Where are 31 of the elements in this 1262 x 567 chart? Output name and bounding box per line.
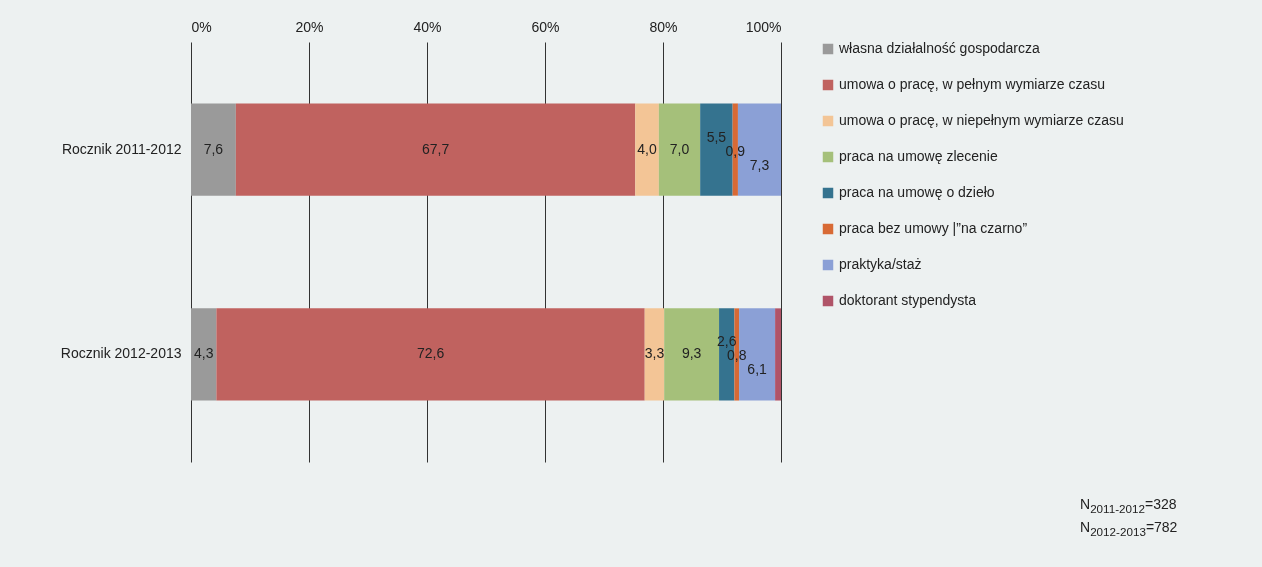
- data-label: 4,0: [637, 140, 658, 157]
- data-label: 3,3: [644, 345, 665, 362]
- legend-label: praca bez umowy |”na czarno”: [839, 220, 1028, 236]
- data-label: 7,0: [669, 140, 690, 157]
- x-tick-label: 60%: [531, 18, 560, 35]
- data-label: 4,3: [193, 345, 214, 362]
- y-tick-label: Rocznik 2012-2013: [60, 345, 182, 362]
- data-label: 7,3: [749, 156, 770, 173]
- legend-label: umowa o pracę, w pełnym wymiarze czasu: [839, 76, 1106, 92]
- data-label: 67,7: [421, 140, 450, 157]
- legend-label: własna działalność gospodarcza: [838, 40, 1040, 56]
- data-label: 9,3: [681, 345, 702, 362]
- x-tick-label: 100%: [745, 18, 782, 35]
- data-label: 6,1: [747, 361, 768, 378]
- data-label: 5,5: [706, 128, 727, 145]
- x-tick-label: 0%: [191, 18, 212, 35]
- y-tick-label: Rocznik 2011-2012: [61, 140, 182, 157]
- x-tick-label: 20%: [295, 18, 324, 35]
- legend-label: doktorant stypendysta: [839, 292, 977, 308]
- legend-label: umowa o pracę, w niepełnym wymiarze czasu: [839, 112, 1124, 128]
- text: N$_{2012-2013}$=782: [1080, 517, 1178, 540]
- legend-label: praktyka/staż: [839, 256, 922, 272]
- data-label: 7,6: [203, 140, 224, 157]
- text: N$_{2011-2012}$=328: [1080, 495, 1178, 517]
- data-label: 0,8: [727, 347, 747, 364]
- x-tick-label: 80%: [649, 18, 678, 35]
- data-label: 0,9: [725, 142, 746, 159]
- x-tick-label: 40%: [413, 18, 442, 35]
- legend-label: praca na umowę zlecenie: [839, 148, 998, 164]
- legend-label: praca na umowę o dzieło: [839, 184, 995, 200]
- data-label: 72,6: [416, 345, 445, 362]
